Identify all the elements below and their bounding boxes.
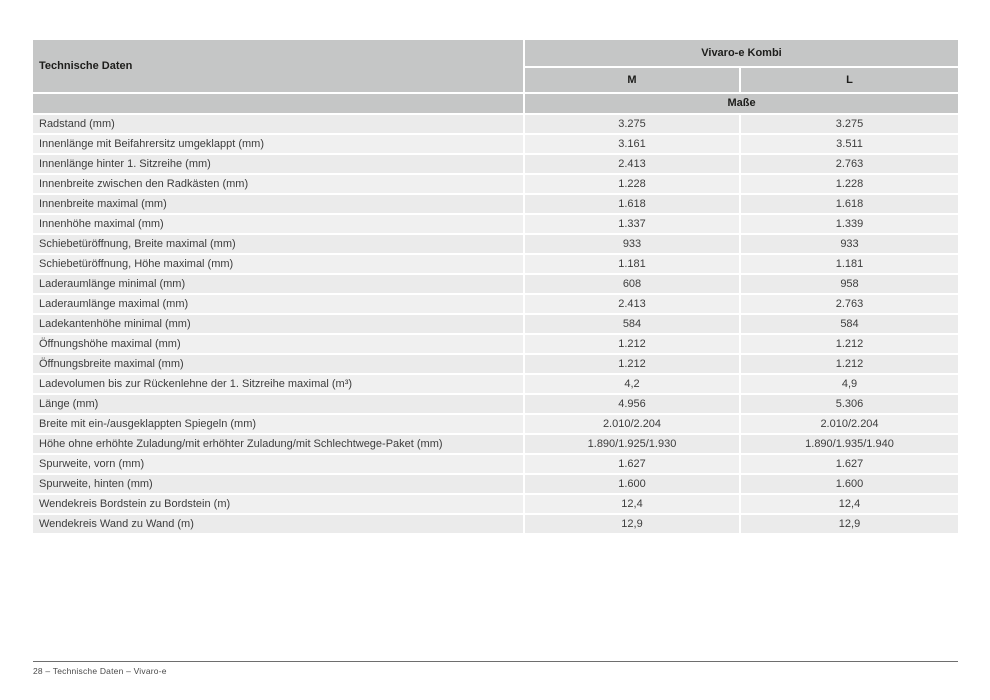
row-label: Wendekreis Bordstein zu Bordstein (m) bbox=[33, 495, 523, 513]
row-value-l: 1.618 bbox=[741, 195, 958, 213]
row-value-l: 1.339 bbox=[741, 215, 958, 233]
row-value-m: 2.413 bbox=[525, 295, 739, 313]
row-value-m: 2.010/2.204 bbox=[525, 415, 739, 433]
row-value-m: 1.627 bbox=[525, 455, 739, 473]
row-label: Öffnungsbreite maximal (mm) bbox=[33, 355, 523, 373]
row-value-m: 1.212 bbox=[525, 355, 739, 373]
row-value-l: 2.010/2.204 bbox=[741, 415, 958, 433]
row-value-m: 3.275 bbox=[525, 115, 739, 133]
row-value-l: 1.627 bbox=[741, 455, 958, 473]
row-value-m: 2.413 bbox=[525, 155, 739, 173]
row-value-l: 1.212 bbox=[741, 355, 958, 373]
row-label: Schiebetüröffnung, Breite maximal (mm) bbox=[33, 235, 523, 253]
row-value-m: 1.212 bbox=[525, 335, 739, 353]
row-value-l: 12,4 bbox=[741, 495, 958, 513]
row-label: Innenbreite maximal (mm) bbox=[33, 195, 523, 213]
row-label: Laderaumlänge maximal (mm) bbox=[33, 295, 523, 313]
row-value-m: 608 bbox=[525, 275, 739, 293]
row-label: Spurweite, hinten (mm) bbox=[33, 475, 523, 493]
row-label: Innenlänge hinter 1. Sitzreihe (mm) bbox=[33, 155, 523, 173]
row-value-l: 933 bbox=[741, 235, 958, 253]
row-label: Spurweite, vorn (mm) bbox=[33, 455, 523, 473]
row-value-m: 1.181 bbox=[525, 255, 739, 273]
page-footer: 28 – Technische Daten – Vivaro-e bbox=[33, 666, 167, 676]
technical-data-table: Technische Daten Vivaro-e Kombi M L Maße… bbox=[33, 40, 958, 533]
row-value-m: 1.228 bbox=[525, 175, 739, 193]
table-corner-header: Technische Daten bbox=[33, 40, 523, 92]
row-label: Höhe ohne erhöhte Zuladung/mit erhöhter … bbox=[33, 435, 523, 453]
row-label: Breite mit ein-/ausgeklappten Spiegeln (… bbox=[33, 415, 523, 433]
row-value-l: 584 bbox=[741, 315, 958, 333]
row-value-m: 1.618 bbox=[525, 195, 739, 213]
row-value-l: 2.763 bbox=[741, 155, 958, 173]
row-value-m: 12,4 bbox=[525, 495, 739, 513]
section-header-spacer bbox=[33, 94, 523, 113]
row-value-l: 1.228 bbox=[741, 175, 958, 193]
row-label: Innenbreite zwischen den Radkästen (mm) bbox=[33, 175, 523, 193]
row-label: Ladekantenhöhe minimal (mm) bbox=[33, 315, 523, 333]
row-value-l: 4,9 bbox=[741, 375, 958, 393]
row-label: Öffnungshöhe maximal (mm) bbox=[33, 335, 523, 353]
row-value-l: 1.890/1.935/1.940 bbox=[741, 435, 958, 453]
column-header-l: L bbox=[741, 68, 958, 92]
row-value-m: 1.337 bbox=[525, 215, 739, 233]
row-value-l: 1.212 bbox=[741, 335, 958, 353]
row-label: Länge (mm) bbox=[33, 395, 523, 413]
column-header-m: M bbox=[525, 68, 739, 92]
row-value-l: 1.181 bbox=[741, 255, 958, 273]
row-value-m: 12,9 bbox=[525, 515, 739, 533]
row-value-l: 958 bbox=[741, 275, 958, 293]
row-value-l: 12,9 bbox=[741, 515, 958, 533]
row-value-m: 3.161 bbox=[525, 135, 739, 153]
row-label: Innenhöhe maximal (mm) bbox=[33, 215, 523, 233]
row-value-l: 2.763 bbox=[741, 295, 958, 313]
model-group-header: Vivaro-e Kombi bbox=[525, 40, 958, 66]
row-value-l: 1.600 bbox=[741, 475, 958, 493]
row-value-m: 4,2 bbox=[525, 375, 739, 393]
row-value-l: 3.511 bbox=[741, 135, 958, 153]
row-value-l: 3.275 bbox=[741, 115, 958, 133]
row-value-l: 5.306 bbox=[741, 395, 958, 413]
row-value-m: 4.956 bbox=[525, 395, 739, 413]
row-label: Schiebetüröffnung, Höhe maximal (mm) bbox=[33, 255, 523, 273]
row-value-m: 933 bbox=[525, 235, 739, 253]
row-label: Laderaumlänge minimal (mm) bbox=[33, 275, 523, 293]
section-header-masse: Maße bbox=[525, 94, 958, 113]
row-label: Wendekreis Wand zu Wand (m) bbox=[33, 515, 523, 533]
row-value-m: 1.600 bbox=[525, 475, 739, 493]
row-value-m: 584 bbox=[525, 315, 739, 333]
footer-divider bbox=[33, 661, 958, 662]
row-label: Innenlänge mit Beifahrersitz umgeklappt … bbox=[33, 135, 523, 153]
row-label: Radstand (mm) bbox=[33, 115, 523, 133]
row-label: Ladevolumen bis zur Rückenlehne der 1. S… bbox=[33, 375, 523, 393]
row-value-m: 1.890/1.925/1.930 bbox=[525, 435, 739, 453]
